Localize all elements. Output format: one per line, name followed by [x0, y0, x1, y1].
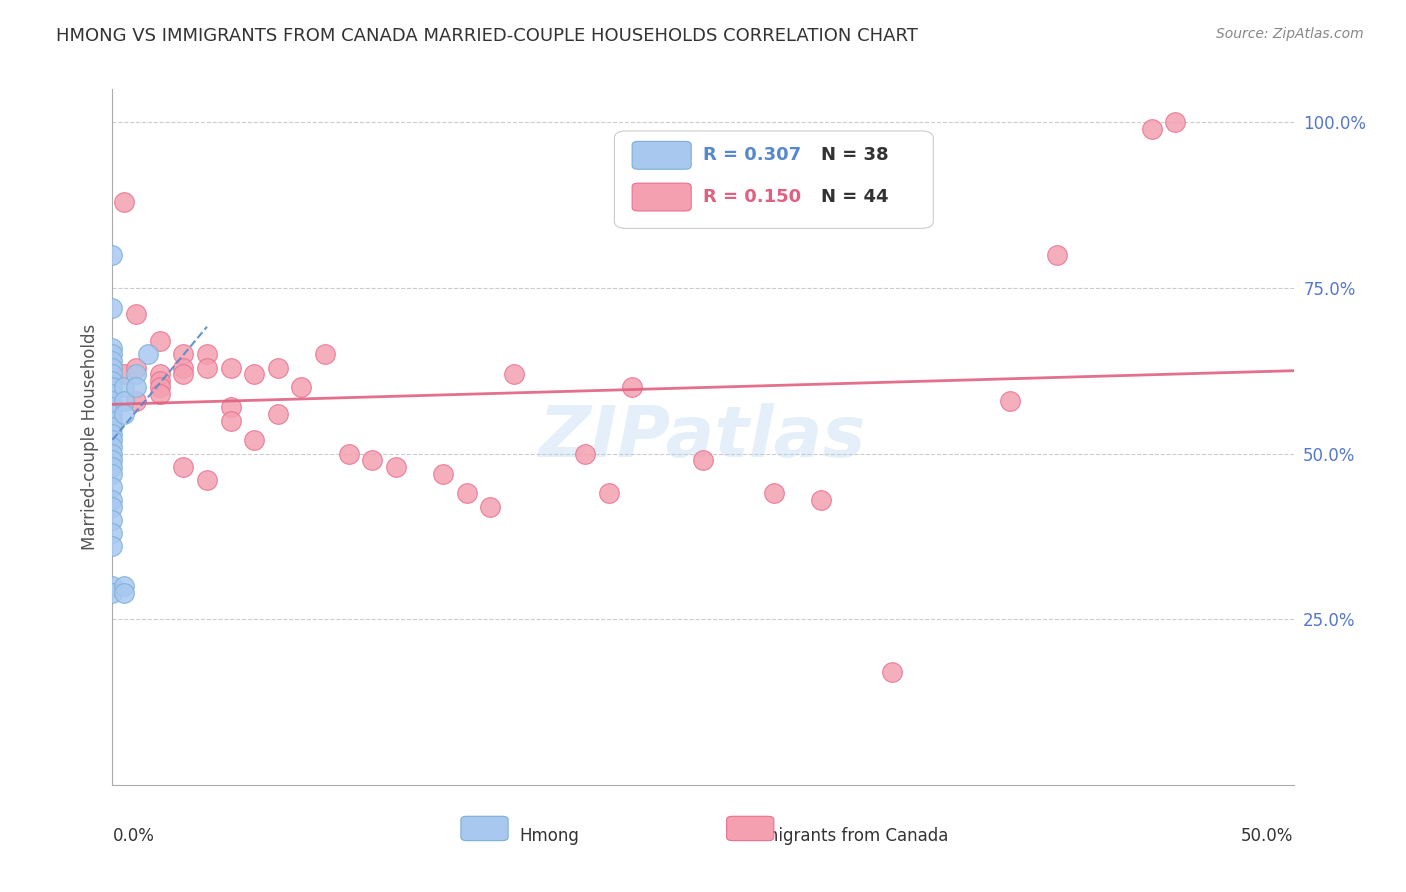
Text: Hmong: Hmong: [520, 827, 579, 845]
Immigrants from Canada: [810, 493, 832, 508]
Immigrants from Canada: [290, 380, 312, 394]
Immigrants from Canada: [267, 407, 290, 421]
Immigrants from Canada: [149, 334, 172, 348]
Hmong: [101, 387, 124, 401]
Immigrants from Canada: [195, 473, 218, 487]
FancyBboxPatch shape: [614, 131, 934, 228]
Y-axis label: Married-couple Households: Married-couple Households: [80, 324, 98, 550]
Hmong: [101, 526, 124, 541]
Hmong: [101, 407, 124, 421]
Hmong: [101, 480, 124, 494]
Immigrants from Canada: [692, 453, 714, 467]
Immigrants from Canada: [432, 467, 454, 481]
Immigrants from Canada: [314, 347, 336, 361]
Hmong: [101, 426, 124, 441]
Immigrants from Canada: [219, 401, 242, 415]
Hmong: [136, 347, 159, 361]
FancyBboxPatch shape: [461, 816, 508, 840]
FancyBboxPatch shape: [633, 141, 692, 169]
Text: ZIPatlas: ZIPatlas: [540, 402, 866, 472]
Immigrants from Canada: [621, 380, 644, 394]
Immigrants from Canada: [479, 500, 502, 514]
Text: N = 44: N = 44: [821, 188, 889, 206]
Immigrants from Canada: [172, 360, 194, 375]
Hmong: [101, 301, 124, 315]
Hmong: [112, 393, 135, 408]
Hmong: [112, 586, 135, 600]
Immigrants from Canada: [385, 459, 408, 474]
Immigrants from Canada: [125, 360, 148, 375]
Immigrants from Canada: [149, 387, 172, 401]
Text: Source: ZipAtlas.com: Source: ZipAtlas.com: [1216, 27, 1364, 41]
Hmong: [101, 347, 124, 361]
Immigrants from Canada: [172, 367, 194, 381]
Immigrants from Canada: [125, 393, 148, 408]
Immigrants from Canada: [243, 367, 266, 381]
Immigrants from Canada: [219, 360, 242, 375]
Hmong: [112, 579, 135, 593]
Hmong: [101, 440, 124, 454]
Immigrants from Canada: [361, 453, 384, 467]
Immigrants from Canada: [112, 367, 135, 381]
Hmong: [101, 459, 124, 474]
Hmong: [101, 513, 124, 527]
Hmong: [101, 374, 124, 388]
Hmong: [101, 367, 124, 381]
Hmong: [101, 393, 124, 408]
Immigrants from Canada: [172, 459, 194, 474]
Immigrants from Canada: [574, 447, 596, 461]
Hmong: [101, 493, 124, 508]
Immigrants from Canada: [503, 367, 526, 381]
Hmong: [101, 579, 124, 593]
Hmong: [101, 401, 124, 415]
Hmong: [101, 434, 124, 448]
Hmong: [101, 248, 124, 262]
Hmong: [101, 354, 124, 368]
Text: 50.0%: 50.0%: [1241, 827, 1294, 845]
Immigrants from Canada: [219, 413, 242, 427]
Hmong: [125, 380, 148, 394]
Immigrants from Canada: [195, 347, 218, 361]
Hmong: [101, 447, 124, 461]
Immigrants from Canada: [243, 434, 266, 448]
Immigrants from Canada: [195, 360, 218, 375]
Immigrants from Canada: [1140, 122, 1163, 136]
Text: HMONG VS IMMIGRANTS FROM CANADA MARRIED-COUPLE HOUSEHOLDS CORRELATION CHART: HMONG VS IMMIGRANTS FROM CANADA MARRIED-…: [56, 27, 918, 45]
Hmong: [101, 500, 124, 514]
Immigrants from Canada: [1046, 248, 1069, 262]
Hmong: [101, 540, 124, 554]
Hmong: [101, 413, 124, 427]
Hmong: [101, 360, 124, 375]
Immigrants from Canada: [172, 347, 194, 361]
Text: N = 38: N = 38: [821, 146, 889, 164]
Immigrants from Canada: [456, 486, 478, 500]
Hmong: [101, 420, 124, 434]
Hmong: [125, 367, 148, 381]
Immigrants from Canada: [762, 486, 785, 500]
Immigrants from Canada: [267, 360, 290, 375]
Hmong: [101, 586, 124, 600]
Text: R = 0.307: R = 0.307: [703, 146, 801, 164]
Hmong: [101, 453, 124, 467]
Immigrants from Canada: [125, 308, 148, 322]
Immigrants from Canada: [598, 486, 620, 500]
Immigrants from Canada: [149, 380, 172, 394]
Immigrants from Canada: [337, 447, 360, 461]
Immigrants from Canada: [149, 367, 172, 381]
Immigrants from Canada: [1164, 115, 1187, 129]
Text: R = 0.150: R = 0.150: [703, 188, 801, 206]
Hmong: [112, 380, 135, 394]
Text: 0.0%: 0.0%: [112, 827, 155, 845]
Hmong: [112, 407, 135, 421]
FancyBboxPatch shape: [633, 183, 692, 211]
Hmong: [101, 467, 124, 481]
Immigrants from Canada: [880, 665, 903, 680]
Immigrants from Canada: [149, 374, 172, 388]
Immigrants from Canada: [112, 194, 135, 209]
FancyBboxPatch shape: [727, 816, 773, 840]
Hmong: [101, 341, 124, 355]
Text: Immigrants from Canada: Immigrants from Canada: [741, 827, 949, 845]
Hmong: [101, 380, 124, 394]
Immigrants from Canada: [998, 393, 1021, 408]
